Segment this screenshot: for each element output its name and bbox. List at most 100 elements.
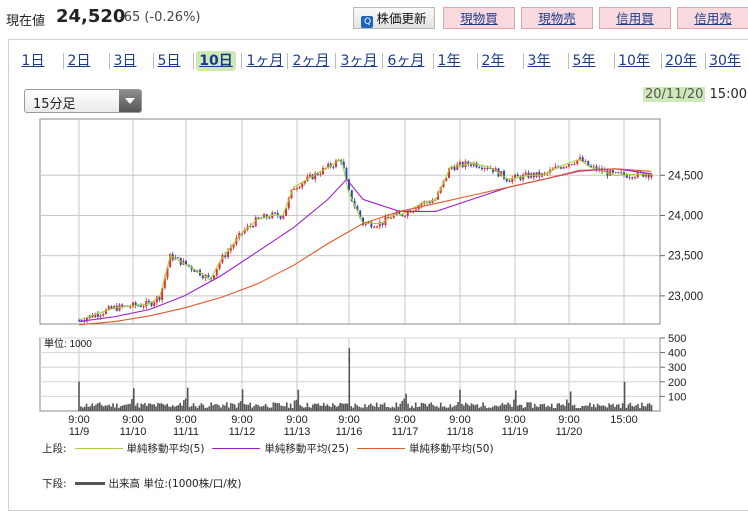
legend-ma5-line: [74, 448, 123, 449]
tab-separator: [63, 53, 64, 69]
candle-body: [390, 217, 392, 219]
volume-bar: [324, 405, 327, 411]
candle-body: [623, 172, 625, 176]
candle-body: [437, 192, 439, 200]
volume-bar: [515, 390, 517, 411]
volume-bar: [516, 405, 519, 411]
candle-body: [155, 296, 158, 303]
sell-margin-button[interactable]: 信用売: [677, 7, 748, 29]
candle-body: [511, 178, 514, 182]
candle-body: [650, 174, 653, 178]
volume-bar: [577, 407, 580, 411]
tab-separator: [568, 53, 569, 69]
volume-bar: [231, 403, 234, 411]
volume-bar: [346, 403, 349, 411]
volume-bar: [524, 406, 527, 411]
volume-bar: [585, 405, 587, 411]
volume-bar: [434, 406, 436, 411]
period-tabs: 1日 2日 3日 5日 10日 1ヶ月 2ヶ月 3ヶ月 6ヶ月 1年 2年 3年 5年 10年 20年 30年: [8, 39, 748, 79]
volume-bar: [194, 406, 197, 411]
candle-body: [107, 306, 110, 310]
tab-3[interactable]: 3日: [113, 53, 137, 69]
volume-bar: [646, 403, 649, 411]
volume-bar: [87, 406, 90, 411]
sell-spot-button[interactable]: 現物売: [521, 7, 593, 29]
volume-bar: [545, 406, 547, 411]
price-change: -65 (-0.26%): [119, 10, 201, 25]
tab-16[interactable]: 30年: [709, 53, 741, 69]
buy-spot-button[interactable]: 現物買: [443, 7, 515, 29]
volume-bar: [625, 407, 628, 411]
candle-body: [467, 161, 470, 165]
candle-body: [235, 237, 238, 245]
tab-12[interactable]: 3年: [527, 53, 551, 69]
tab-8[interactable]: 3ヶ月: [340, 53, 378, 69]
volume-bar: [98, 402, 101, 411]
volume-bar: [125, 404, 128, 411]
volume-bar: [198, 405, 201, 411]
volume-bar: [322, 402, 325, 411]
interval-select[interactable]: 15分足: [24, 89, 142, 113]
volume-tick-label: 500: [668, 333, 686, 345]
candle-body: [559, 167, 562, 169]
candle-body: [121, 304, 124, 307]
tab-separator: [193, 53, 194, 69]
x-axis-label: 11/16: [336, 426, 363, 438]
volume-bar: [102, 406, 105, 411]
volume-bar: [239, 401, 242, 411]
tab-9[interactable]: 6ヶ月: [387, 53, 425, 69]
tab-7[interactable]: 2ヶ月: [292, 53, 330, 69]
volume-bar: [255, 404, 257, 411]
volume-bar: [220, 407, 222, 411]
volume-bar: [416, 406, 419, 411]
tab-11[interactable]: 2年: [481, 53, 505, 69]
volume-bar: [112, 403, 114, 411]
tab-6[interactable]: 1ヶ月: [246, 53, 284, 69]
candle-body: [581, 157, 584, 162]
tab-5[interactable]: 10日: [196, 51, 236, 71]
refresh-price-button[interactable]: Q 株価更新: [353, 7, 435, 29]
candle-body: [406, 210, 409, 216]
candle-body: [625, 175, 628, 178]
volume-bar: [171, 405, 174, 411]
candle-body: [356, 206, 359, 211]
volume-bar: [158, 403, 161, 411]
tab-1[interactable]: 1日: [21, 53, 45, 69]
candle-body: [631, 177, 634, 179]
volume-bar: [441, 406, 444, 411]
candle-body: [78, 319, 80, 321]
tab-13[interactable]: 5年: [572, 53, 596, 69]
volume-bar: [190, 405, 193, 411]
candle-body: [105, 309, 107, 314]
candle-body: [163, 277, 166, 288]
volume-bar: [560, 405, 562, 411]
buy-margin-button[interactable]: 信用買: [599, 7, 671, 29]
volume-bar: [332, 403, 334, 411]
volume-bar: [522, 407, 525, 411]
legend-ma25: 単純移動平均(25): [264, 443, 349, 455]
volume-bar: [151, 404, 154, 411]
volume-bar: [162, 404, 165, 411]
volume-bar: [127, 404, 129, 411]
volume-bar: [420, 402, 423, 411]
volume-bar: [276, 403, 278, 411]
volume-bar: [650, 405, 653, 411]
tab-4[interactable]: 5日: [157, 53, 181, 69]
candle-body: [285, 208, 287, 216]
volume-bar: [491, 406, 494, 411]
tab-15[interactable]: 20年: [665, 53, 697, 69]
volume-bar: [648, 403, 651, 411]
candle-body: [243, 229, 246, 234]
volume-bar: [567, 402, 570, 411]
tab-10[interactable]: 1年: [437, 53, 461, 69]
candle-body: [367, 222, 370, 224]
volume-bar: [312, 404, 314, 411]
candle-body: [475, 162, 478, 168]
tab-14[interactable]: 10年: [618, 53, 650, 69]
candle-body: [370, 222, 373, 228]
volume-bar: [272, 402, 275, 411]
volume-bar: [299, 405, 301, 411]
candle-body: [565, 166, 568, 168]
tab-2[interactable]: 2日: [67, 53, 91, 69]
stock-chart: 24,500 24,000 23,500 23,000 500 400 300 200 100 単…: [39, 118, 703, 438]
